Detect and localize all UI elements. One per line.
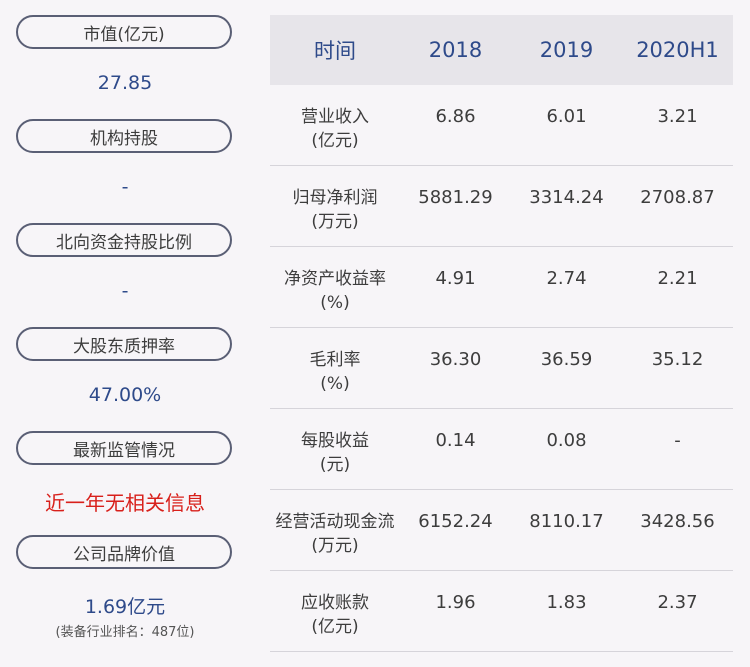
northbound-holding-value: - [121,280,129,302]
table-cell: 3.21 [657,106,698,127]
table-cell: - [674,430,681,451]
brand-value-amount: 1.69亿元 [84,596,166,618]
institutional-holding-value: - [121,176,129,198]
row-label-unit: (万元) [311,536,359,556]
regulation-label: 最新监管情况 [73,440,175,461]
table-cell: 1.83 [546,592,587,613]
table-cell: 5881.29 [418,187,493,208]
row-label-name: 归母净利润 [292,188,378,208]
regulation-value: 近一年无相关信息 [45,491,205,515]
row-label-name: 经营活动现金流 [275,512,395,532]
left-panel: 市值(亿元) 27.85 机构持股 - 北向资金持股比例 - 大股东质押率 47… [0,0,250,667]
row-label: 经营活动现金流 (万元) [270,510,400,558]
table-cell: 1.96 [435,592,476,613]
brand-value-pill: 公司品牌价值 [16,535,232,569]
header-time: 时间 [314,39,356,63]
table-cell: 2.21 [657,268,698,289]
financial-table: 时间 2018 2019 2020H1 营业收入 (亿元) 6.86 6.01 3… [270,15,733,652]
table-cell: 36.59 [540,349,593,370]
table-cell: 8110.17 [529,511,604,532]
row-label-unit: (亿元) [311,131,359,151]
institutional-holding-label: 机构持股 [90,128,158,149]
table-cell: 0.08 [546,430,587,451]
table-cell: 2708.87 [640,187,715,208]
table-row: 毛利率 (%) 36.30 36.59 35.12 [270,328,733,409]
row-label: 净资产收益率 (%) [270,267,400,315]
table-cell: 6.01 [546,106,587,127]
northbound-holding-pill: 北向资金持股比例 [16,223,232,257]
table-row: 归母净利润 (万元) 5881.29 3314.24 2708.87 [270,166,733,247]
row-label: 每股收益 (元) [270,429,400,477]
table-cell: 0.14 [435,430,476,451]
northbound-holding-label: 北向资金持股比例 [56,232,192,253]
row-label-unit: (万元) [311,212,359,232]
table-row: 经营活动现金流 (万元) 6152.24 8110.17 3428.56 [270,490,733,571]
row-label-name: 应收账款 [301,593,369,613]
row-label: 营业收入 (亿元) [270,105,400,153]
pledge-rate-pill: 大股东质押率 [16,327,232,361]
row-label-unit: (%) [320,374,350,394]
row-label-name: 净资产收益率 [284,269,386,289]
table-cell: 36.30 [429,349,482,370]
institutional-holding-pill: 机构持股 [16,119,232,153]
row-label-name: 营业收入 [301,107,369,127]
brand-value-rank: (装备行业排名：487位) [55,625,195,640]
header-2020h1: 2020H1 [636,38,719,62]
table-cell: 6.86 [435,106,476,127]
row-label: 归母净利润 (万元) [270,186,400,234]
pledge-rate-label: 大股东质押率 [73,336,175,357]
table-cell: 6152.24 [418,511,493,532]
brand-value-label: 公司品牌价值 [73,544,175,565]
row-label-unit: (%) [320,293,350,313]
table-row: 应收账款 (亿元) 1.96 1.83 2.37 [270,571,733,652]
market-cap-pill: 市值(亿元) [16,15,232,49]
row-label-name: 毛利率 [309,350,361,370]
table-cell: 3428.56 [640,511,715,532]
table-cell: 2.37 [657,592,698,613]
table-row: 营业收入 (亿元) 6.86 6.01 3.21 [270,85,733,166]
row-label-name: 每股收益 [301,431,369,451]
header-2018: 2018 [428,38,483,62]
row-label: 应收账款 (亿元) [270,591,400,639]
table-cell: 3314.24 [529,187,604,208]
row-label: 毛利率 (%) [270,348,400,396]
pledge-rate-value: 47.00% [88,384,162,406]
row-label-unit: (亿元) [311,617,359,637]
market-cap-label: 市值(亿元) [83,24,165,45]
table-cell: 35.12 [651,349,704,370]
table-header: 时间 2018 2019 2020H1 [270,15,733,85]
brand-value-value: 1.69亿元 (装备行业排名：487位) [0,592,250,640]
table-row: 每股收益 (元) 0.14 0.08 - [270,409,733,490]
header-2019: 2019 [539,38,594,62]
regulation-pill: 最新监管情况 [16,431,232,465]
market-cap-value: 27.85 [97,72,153,94]
row-label-unit: (元) [319,455,351,475]
table-cell: 4.91 [435,268,476,289]
table-row: 净资产收益率 (%) 4.91 2.74 2.21 [270,247,733,328]
table-cell: 2.74 [546,268,587,289]
